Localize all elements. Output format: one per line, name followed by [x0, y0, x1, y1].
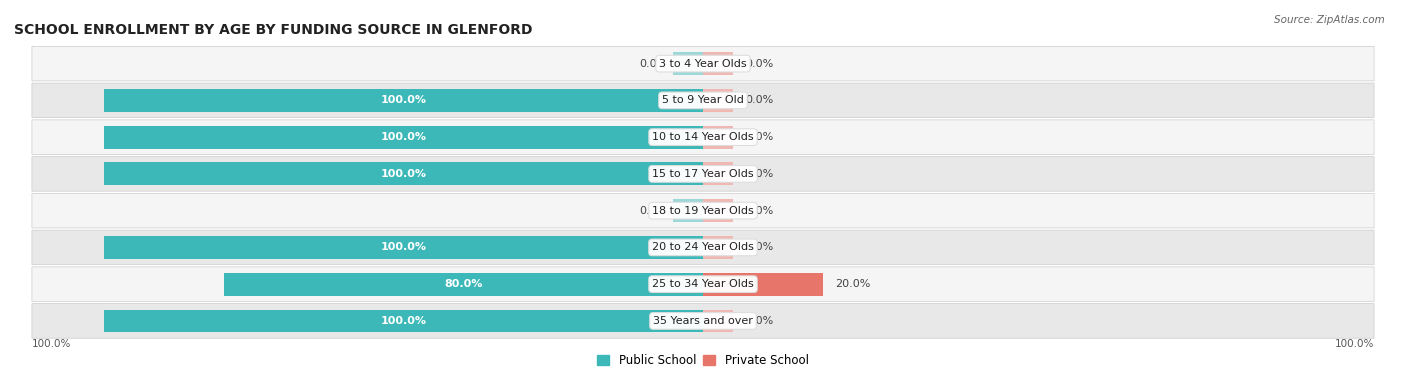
Text: 20.0%: 20.0%: [835, 279, 870, 289]
Text: 100.0%: 100.0%: [381, 169, 426, 179]
Bar: [224, 273, 703, 296]
Text: 20 to 24 Year Olds: 20 to 24 Year Olds: [652, 242, 754, 253]
Bar: [104, 126, 703, 149]
Bar: [703, 52, 733, 75]
Bar: [673, 199, 703, 222]
Bar: [703, 126, 733, 149]
Text: 0.0%: 0.0%: [745, 242, 773, 253]
Text: 100.0%: 100.0%: [32, 339, 72, 349]
Text: 100.0%: 100.0%: [381, 132, 426, 142]
Text: 80.0%: 80.0%: [444, 279, 482, 289]
Bar: [703, 310, 733, 332]
Text: 18 to 19 Year Olds: 18 to 19 Year Olds: [652, 205, 754, 216]
Text: 15 to 17 Year Olds: 15 to 17 Year Olds: [652, 169, 754, 179]
FancyBboxPatch shape: [32, 156, 1374, 191]
FancyBboxPatch shape: [32, 230, 1374, 265]
FancyBboxPatch shape: [32, 120, 1374, 155]
Text: 0.0%: 0.0%: [745, 316, 773, 326]
Text: 5 to 9 Year Old: 5 to 9 Year Old: [662, 95, 744, 106]
Bar: [104, 89, 703, 112]
Text: 0.0%: 0.0%: [745, 205, 773, 216]
Bar: [703, 236, 733, 259]
Text: SCHOOL ENROLLMENT BY AGE BY FUNDING SOURCE IN GLENFORD: SCHOOL ENROLLMENT BY AGE BY FUNDING SOUR…: [14, 23, 533, 37]
FancyBboxPatch shape: [32, 303, 1374, 338]
Bar: [703, 89, 733, 112]
Text: Source: ZipAtlas.com: Source: ZipAtlas.com: [1274, 15, 1385, 25]
Text: 100.0%: 100.0%: [381, 242, 426, 253]
Text: 100.0%: 100.0%: [381, 95, 426, 106]
Text: 0.0%: 0.0%: [745, 58, 773, 69]
Bar: [104, 310, 703, 332]
Text: 0.0%: 0.0%: [638, 205, 666, 216]
Text: 100.0%: 100.0%: [381, 316, 426, 326]
Text: 0.0%: 0.0%: [745, 95, 773, 106]
Text: 3 to 4 Year Olds: 3 to 4 Year Olds: [659, 58, 747, 69]
FancyBboxPatch shape: [32, 46, 1374, 81]
Bar: [703, 273, 823, 296]
Bar: [703, 162, 733, 185]
Bar: [703, 199, 733, 222]
Text: 0.0%: 0.0%: [745, 169, 773, 179]
Text: 35 Years and over: 35 Years and over: [652, 316, 754, 326]
Legend: Public School, Private School: Public School, Private School: [593, 349, 813, 372]
FancyBboxPatch shape: [32, 267, 1374, 302]
FancyBboxPatch shape: [32, 193, 1374, 228]
Bar: [104, 162, 703, 185]
Bar: [673, 52, 703, 75]
Text: 10 to 14 Year Olds: 10 to 14 Year Olds: [652, 132, 754, 142]
Text: 0.0%: 0.0%: [638, 58, 666, 69]
FancyBboxPatch shape: [32, 83, 1374, 118]
Bar: [104, 236, 703, 259]
Text: 100.0%: 100.0%: [1334, 339, 1374, 349]
Text: 25 to 34 Year Olds: 25 to 34 Year Olds: [652, 279, 754, 289]
Text: 0.0%: 0.0%: [745, 132, 773, 142]
